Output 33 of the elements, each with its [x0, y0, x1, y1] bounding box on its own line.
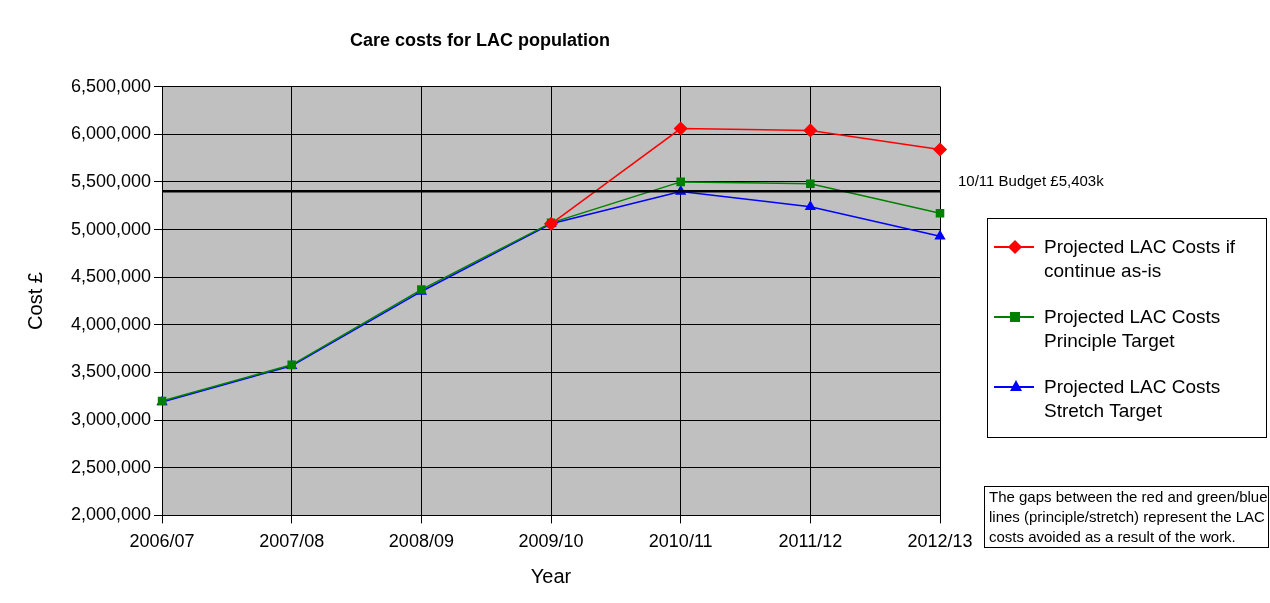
legend-label: Projected LAC Costs Stretch Target: [1044, 375, 1222, 423]
x-tick-label: 2012/13: [907, 531, 973, 552]
point: [803, 123, 818, 138]
y-tick-label: 2,000,000: [71, 504, 152, 525]
text: The gaps between the red and green/blue lines (principle/stretch) represent the LAC costs avoided as a result of the work.: [984, 486, 1269, 548]
ref-line-label: 10/11 Budget £5,403k: [958, 172, 1105, 190]
y-tick-label: 6,500,000: [71, 75, 152, 96]
point: [933, 142, 947, 157]
point: [805, 200, 816, 210]
legend-label: Projected LAC Costs Principle Target: [1044, 305, 1222, 353]
y-axis-title: Cost £: [23, 272, 46, 330]
x-tick-label: 2011/12: [778, 531, 843, 552]
x-tick-label: 2008/09: [388, 531, 454, 552]
y-tick-label: 3,500,000: [71, 361, 152, 382]
x-tick-label: 2010/11: [648, 531, 713, 552]
point: [806, 179, 815, 189]
y-tick-label: 4,500,000: [71, 266, 152, 287]
y-tick-label: 5,000,000: [71, 218, 152, 239]
point: [673, 121, 688, 136]
point: [934, 230, 946, 240]
legend-label: Projected LAC Costs if continue as-is: [1044, 235, 1237, 283]
x-axis-title: Year: [530, 564, 572, 587]
y-tick-label: 6,000,000: [71, 123, 152, 144]
point: [676, 177, 685, 187]
y-tick-label: 2,500,000: [71, 456, 152, 477]
y-tick-label: 4,000,000: [71, 313, 152, 334]
point: [935, 209, 945, 218]
y-tick-label: 3,000,000: [71, 409, 152, 430]
chart-title: Care costs for LAC population: [349, 29, 611, 50]
y-tick-label: 5,500,000: [71, 170, 152, 191]
x-tick-label: 2007/08: [259, 531, 325, 552]
x-tick-label: 2006/07: [129, 531, 195, 552]
x-tick-label: 2009/10: [518, 531, 584, 552]
